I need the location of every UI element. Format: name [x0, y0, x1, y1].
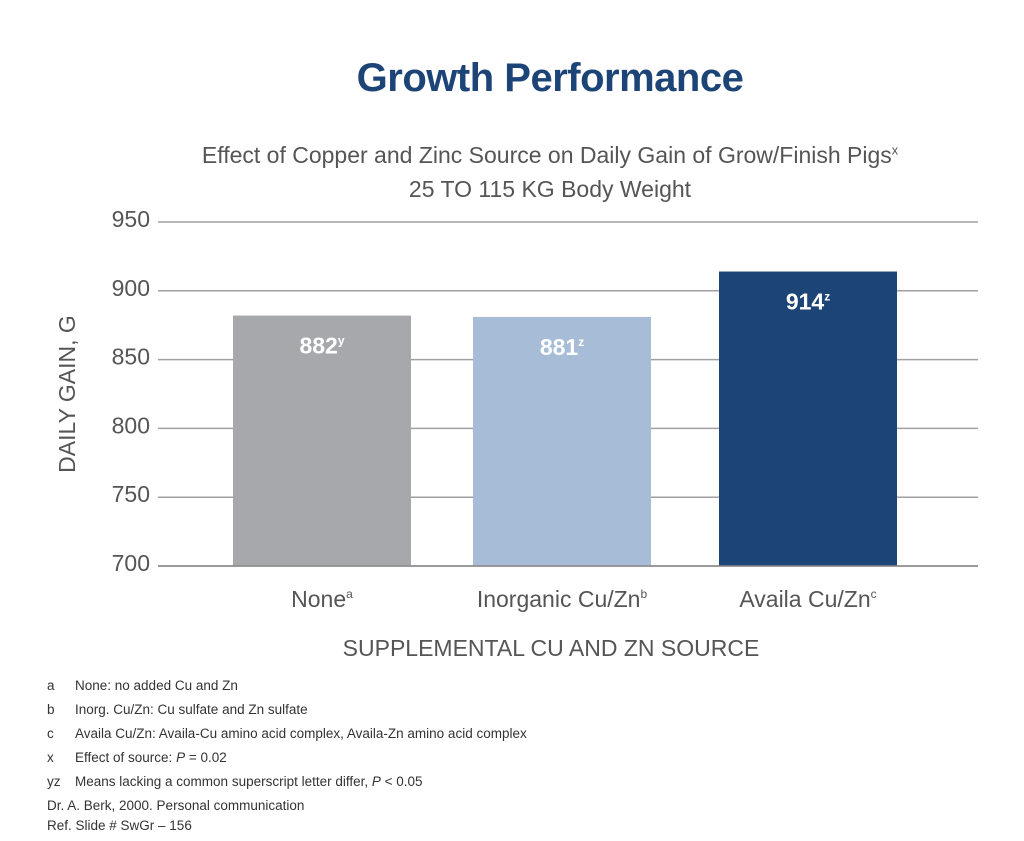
- bar: [233, 315, 411, 566]
- footnote-key: x: [47, 750, 54, 765]
- bar-value-label: 914z: [786, 289, 830, 315]
- y-tick-label: 850: [112, 344, 150, 370]
- footnote-key: c: [47, 726, 54, 741]
- bar-chart: 700 750 800 850 900 950 DAILY GAIN, G 882y Nonea…: [54, 206, 978, 661]
- x-tick-label: Inorganic Cu/Znb: [477, 586, 648, 612]
- y-tick-label: 750: [112, 481, 150, 507]
- footnote-text: Inorg. Cu/Zn: Cu sulfate and Zn sulfate: [75, 702, 308, 717]
- y-tick-label: 900: [112, 275, 150, 301]
- subtitle-line-1-sup: x: [891, 143, 899, 158]
- footnote-text: Effect of source:: [75, 750, 177, 765]
- footnote-key: a: [47, 678, 55, 693]
- slide-reference: Ref. Slide # SwGr – 156: [47, 818, 192, 833]
- footnote-p-symbol: P: [176, 750, 186, 765]
- chart-subtitle: Effect of Copper and Zinc Source on Dail…: [0, 138, 1024, 206]
- y-tick-label: 800: [112, 412, 150, 438]
- footnote-text: None: no added Cu and Zn: [75, 678, 238, 693]
- chart-title: Growth Performance: [356, 56, 744, 100]
- footnote-key: yz: [47, 774, 61, 789]
- footnote-text: Means lacking a common superscript lette…: [75, 774, 372, 789]
- y-tick-label: 950: [112, 206, 150, 232]
- subtitle-line-1: Effect of Copper and Zinc Source on Dail…: [0, 138, 1024, 172]
- bar-value-label: 881z: [540, 334, 584, 360]
- subtitle-line-2: 25 TO 115 KG Body Weight: [408, 176, 692, 202]
- footnote-key: b: [47, 702, 55, 717]
- x-axis-label: SUPPLEMENTAL CU AND ZN SOURCE: [343, 635, 760, 661]
- footnote-text: < 0.05: [380, 774, 423, 789]
- footnote-x: x Effect of source: P = 0.02: [47, 746, 527, 770]
- bar: [473, 316, 651, 566]
- x-tick-label: Nonea: [291, 586, 353, 612]
- footnote-a: a None: no added Cu and Zn: [47, 674, 527, 698]
- bar-value-label: 882y: [299, 333, 344, 359]
- footnote-b: b Inorg. Cu/Zn: Cu sulfate and Zn sulfate: [47, 698, 527, 722]
- footnotes: a None: no added Cu and Zn b Inorg. Cu/Zn:…: [47, 674, 527, 836]
- bar: [719, 271, 897, 566]
- footnote-c: c Availa Cu/Zn: Availa-Cu amino acid comp…: [47, 722, 527, 746]
- y-axis-label: DAILY GAIN, G: [54, 315, 80, 473]
- footnote-text: = 0.02: [185, 750, 227, 765]
- x-tick-label: Availa Cu/Znc: [739, 586, 876, 612]
- source-citation: Dr. A. Berk, 2000. Personal communicatio…: [47, 798, 305, 813]
- footnote-text: Availa Cu/Zn: Availa-Cu amino acid compl…: [75, 726, 527, 741]
- footnote-p-symbol: P: [371, 774, 381, 789]
- subtitle-line-1-text: Effect of Copper and Zinc Source on Dail…: [201, 142, 892, 168]
- footnote-yz: yz Means lacking a common superscript let…: [47, 770, 527, 794]
- y-tick-label: 700: [112, 550, 150, 576]
